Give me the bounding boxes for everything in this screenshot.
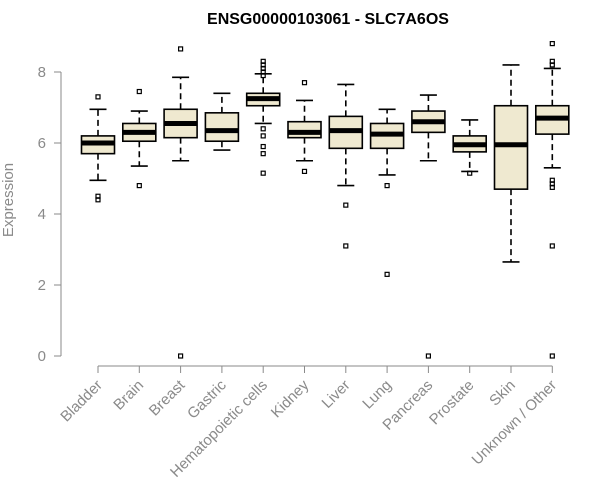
outlier-point [260, 143, 266, 150]
box-unknown-other [534, 40, 570, 359]
chart-title: ENSG00000103061 - SLC7A6OS [207, 11, 449, 28]
y-axis: 0 2 4 6 8 [38, 64, 62, 365]
outlier-point [343, 202, 349, 208]
x-tick-label: Bladder [57, 377, 106, 426]
box-brain [122, 88, 157, 189]
x-tick-label: Breast [146, 376, 189, 419]
outlier-point [549, 184, 555, 190]
box-bladder [80, 94, 116, 203]
y-tick-label: 6 [38, 135, 46, 152]
x-tick-label: Brain [110, 377, 147, 414]
outlier-point [549, 62, 555, 68]
outlier-point [178, 353, 184, 359]
box-gastric [204, 92, 240, 151]
outlier-point [301, 168, 308, 174]
y-tick-label: 4 [38, 206, 46, 223]
box-iqr [204, 112, 240, 143]
x-tick-label: Prostate [426, 377, 478, 429]
box-iqr [287, 120, 322, 139]
outlier-point [136, 183, 142, 189]
outlier-point [384, 271, 390, 277]
box-hematopoietic-cells [245, 58, 281, 176]
y-tick-label: 0 [38, 348, 46, 365]
plot-area [80, 40, 570, 359]
box-pancreas [411, 94, 446, 359]
outlier-point [136, 88, 142, 95]
outlier-point [467, 170, 473, 176]
y-axis-label: Expression [0, 163, 17, 237]
outlier-point [178, 46, 184, 52]
y-tick-label: 8 [38, 64, 46, 81]
box-prostate [452, 119, 488, 176]
outlier-point [549, 353, 555, 359]
outlier-point [260, 72, 266, 79]
box-kidney [287, 80, 322, 174]
box-breast [163, 46, 198, 359]
outlier-point [549, 243, 555, 249]
outlier-point [260, 133, 266, 139]
box-lung [369, 108, 405, 277]
outlier-point [384, 183, 390, 189]
outlier-point [549, 40, 555, 47]
outlier-point [301, 80, 308, 86]
x-tick-label: Lung [359, 377, 395, 413]
box-skin [493, 64, 529, 263]
outlier-point [343, 243, 349, 249]
outlier-point [95, 197, 101, 203]
outlier-point [260, 170, 266, 176]
box-iqr [493, 104, 529, 190]
x-tick-label: Liver [319, 377, 354, 412]
outlier-point [260, 126, 266, 132]
y-tick-label: 2 [38, 277, 46, 294]
outlier-point [260, 151, 266, 157]
x-tick-label: Skin [486, 377, 519, 410]
outlier-point [425, 353, 431, 359]
x-tick-label: Kidney [268, 376, 313, 421]
box-liver [328, 83, 364, 249]
outlier-point [95, 94, 101, 100]
